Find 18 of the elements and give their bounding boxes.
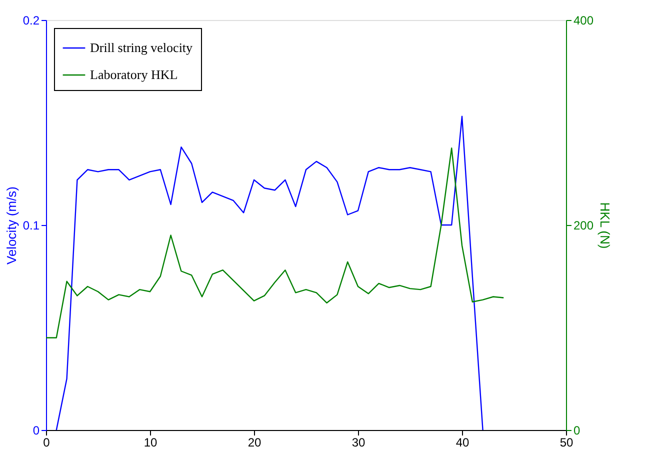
y2-axis-title: HKL (N) (598, 202, 613, 249)
x-tick-label: 10 (144, 436, 158, 450)
y-tick-label: 0.1 (22, 218, 40, 232)
y2-tick-label: 400 (574, 14, 594, 28)
legend-label: Laboratory HKL (90, 67, 178, 82)
line-series (45, 148, 504, 338)
x-tick-label: 50 (560, 436, 574, 450)
x-tick-label: 20 (248, 436, 262, 450)
y-tick-label: 0 (32, 424, 40, 438)
x-tick-label: 0 (43, 436, 50, 450)
legend-label: Drill string velocity (90, 40, 194, 55)
x-tick-label: 40 (456, 436, 470, 450)
y2-tick-label: 200 (574, 218, 594, 232)
y-tick-label: 0.2 (22, 14, 40, 28)
x-tick-label: 30 (352, 436, 366, 450)
y2-tick-label: 0 (574, 424, 580, 438)
y-axis-title: Velocity (m/s) (4, 186, 19, 265)
line-series (56, 116, 484, 431)
